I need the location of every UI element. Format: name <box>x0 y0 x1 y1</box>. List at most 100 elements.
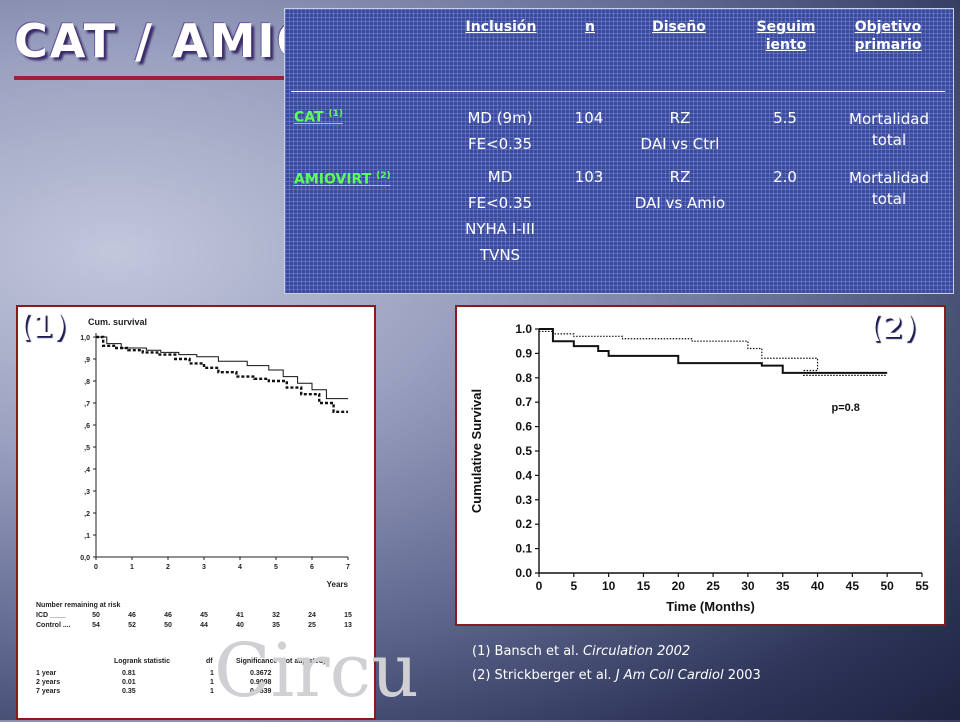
c2-ytick-label: 0.6 <box>515 420 532 434</box>
c2-xtick-label: 40 <box>811 579 825 593</box>
c1-ytick-label: 0,0 <box>80 555 90 562</box>
watermark-logo: Circu <box>214 628 419 714</box>
c2-ytick-label: 0.5 <box>515 444 532 458</box>
c2-ytick-label: 0.9 <box>515 346 532 360</box>
amiovirt-endpoint: Mortalidad total <box>849 169 929 208</box>
c1-ylabel: Cum. survival <box>88 317 147 327</box>
header-design: Diseño <box>652 19 706 35</box>
cat-inclusion: MD (9m) FE<0.35 <box>467 109 533 153</box>
c1-risk-value: 24 <box>308 612 316 619</box>
c1-stats-sig: 0.3672 <box>250 670 272 677</box>
chart-amiovirt-svg: 0.0 0.1 0.2 0.3 0.4 0.5 0.6 0.7 0.8 0.9 1.0 0 5 10 15 2… <box>469 322 929 614</box>
c2-xtick-label: 55 <box>915 579 929 593</box>
c1-risk-value: 35 <box>272 622 280 629</box>
c1-risk-value: 54 <box>92 622 100 629</box>
c1-risk-row-label: ICD ____ <box>36 612 66 619</box>
chart-cat-svg: Cum. survival 0,0 ,1 ,2 ,3 ,4 ,5 ,6 ,7 ,8 ,9 1,0 0 1 2… <box>36 317 352 695</box>
c2-xtick-label: 15 <box>637 579 651 593</box>
amiovirt-inclusion: MD FE<0.35 NYHA I-III TVNS <box>465 168 535 264</box>
c1-risk-row-label: Control .... <box>36 622 71 629</box>
c1-ytick-label: ,4 <box>84 467 90 474</box>
chart-cat-badge: (1) <box>18 309 67 344</box>
c1-risk-value: 50 <box>92 612 100 619</box>
c2-ylabel: Cumulative Survival <box>469 389 484 513</box>
c1-stats-value: 0.35 <box>122 688 136 695</box>
c1-risk-value: 15 <box>344 612 352 619</box>
amiovirt-followup: 2.0 <box>773 168 797 186</box>
c1-ytick-label: ,1 <box>84 533 90 540</box>
row-label-cat: CAT (1) <box>294 109 343 126</box>
c2-series-line-0 <box>539 328 888 374</box>
c1-stats-df: 1 <box>210 679 214 686</box>
c1-xtick-label: 1 <box>130 564 134 571</box>
c1-risk-value: 25 <box>308 622 316 629</box>
cat-followup: 5.5 <box>773 109 797 127</box>
c1-ytick-label: ,9 <box>84 357 90 364</box>
c2-ytick-label: 1.0 <box>515 322 532 336</box>
header-endpoint: Objetivo primario <box>854 19 922 53</box>
c1-risk-title: Number remaining at risk <box>36 602 121 609</box>
c2-xtick-label: 0 <box>536 579 543 593</box>
c2-xtick-label: 20 <box>672 579 686 593</box>
references: (1) Bansch et al. Circulation 2002 (2) S… <box>472 640 761 688</box>
c1-stats-df: 1 <box>210 688 214 695</box>
c1-risk-value: 32 <box>272 612 280 619</box>
c1-risk-value: 52 <box>128 622 136 629</box>
c2-ytick-label: 0.1 <box>515 542 532 556</box>
c2-ytick-label: 0.0 <box>515 566 532 580</box>
c1-stats-header: df <box>206 658 213 665</box>
c1-risk-value: 45 <box>200 612 208 619</box>
amiovirt-design: RZ DAI vs Amio <box>634 168 726 212</box>
c1-stats-value: 0.01 <box>122 679 136 686</box>
c1-xtick-label: 0 <box>94 564 98 571</box>
c1-risk-value: 13 <box>344 622 352 629</box>
c1-ytick-label: ,7 <box>84 401 90 408</box>
c1-xlabel: Years <box>327 580 349 589</box>
c1-xtick-label: 4 <box>238 564 242 571</box>
c1-stats-df: 1 <box>210 670 214 677</box>
c1-xtick-label: 6 <box>310 564 314 571</box>
c2-xlabel: Time (Months) <box>666 599 755 614</box>
c2-xtick-label: 30 <box>741 579 755 593</box>
c2-xtick-label: 35 <box>776 579 790 593</box>
chart-amiovirt-badge: (2) <box>868 310 917 345</box>
c1-stats-header: Logrank statistic <box>114 658 170 665</box>
c1-stats-row-label: 1 year <box>36 670 57 677</box>
c2-ytick-label: 0.8 <box>515 371 532 385</box>
row-label-amiovirt: AMIOVIRT (2) <box>294 171 391 188</box>
c1-risk-value: 44 <box>200 622 208 629</box>
header-inclusion: Inclusión <box>465 19 537 35</box>
c1-xtick-label: 3 <box>202 564 206 571</box>
c1-xtick-label: 2 <box>166 564 170 571</box>
header-rule <box>291 91 945 92</box>
cat-endpoint: Mortalidad total <box>849 110 929 149</box>
chart-cat-survival: Cum. survival 0,0 ,1 ,2 ,3 ,4 ,5 ,6 ,7 ,8 ,9 1,0 0 1 2… <box>16 305 376 720</box>
cat-n: 104 <box>574 109 604 127</box>
c1-stats-sig: 0.5539 <box>250 688 272 695</box>
c2-ytick-label: 0.2 <box>515 517 532 531</box>
c1-risk-value: 40 <box>236 622 244 629</box>
title-underline <box>14 76 436 80</box>
c1-ytick-label: ,5 <box>84 445 90 452</box>
c1-stats-value: 0.81 <box>122 670 136 677</box>
c1-risk-value: 46 <box>128 612 136 619</box>
c2-annotation: p=0.8 <box>831 402 859 414</box>
c1-stats-row-label: 2 years <box>36 679 60 686</box>
c2-ytick-label: 0.7 <box>515 395 532 409</box>
c1-ytick-label: 1,0 <box>80 335 90 342</box>
c1-ytick-label: ,8 <box>84 379 90 386</box>
c1-risk-value: 46 <box>164 612 172 619</box>
c2-xtick-label: 50 <box>881 579 895 593</box>
c1-series-line-0 <box>96 336 348 400</box>
c1-ytick-label: ,2 <box>84 511 90 518</box>
header-n: n <box>585 19 595 35</box>
c2-xtick-label: 10 <box>602 579 616 593</box>
reference-2: (2) Strickberger et al. J Am Coll Cardio… <box>472 668 761 683</box>
cat-design: RZ DAI vs Ctrl <box>640 109 720 153</box>
chart-amiovirt-survival: 0.0 0.1 0.2 0.3 0.4 0.5 0.6 0.7 0.8 0.9 1.0 0 5 10 15 2… <box>455 305 946 626</box>
c1-xtick-label: 7 <box>346 564 350 571</box>
c1-ytick-label: ,6 <box>84 423 90 430</box>
c2-xtick-label: 25 <box>706 579 720 593</box>
amiovirt-n: 103 <box>574 168 604 186</box>
study-table: Inclusión n Diseño Seguim iento Objetivo… <box>284 8 954 294</box>
